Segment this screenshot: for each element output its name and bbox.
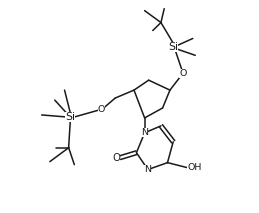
Text: OH: OH [187, 163, 202, 172]
Text: O: O [179, 69, 187, 78]
Text: O: O [98, 105, 105, 114]
Text: Si: Si [65, 112, 75, 122]
Text: N: N [144, 165, 151, 174]
Text: O: O [112, 153, 120, 163]
Text: N: N [141, 128, 148, 137]
Text: Si: Si [168, 42, 178, 52]
